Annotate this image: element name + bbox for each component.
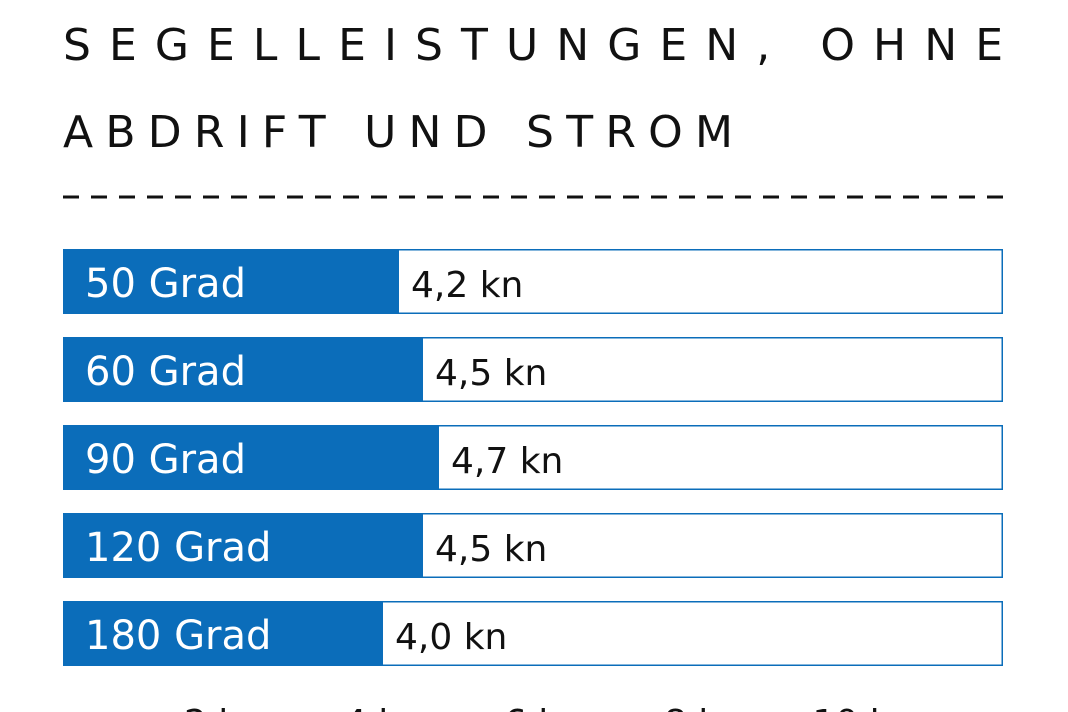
category-label: 50 Grad <box>85 261 246 307</box>
category-label: 120 Grad <box>85 525 271 571</box>
value-label: 4,5 kn <box>435 353 547 394</box>
value-label: 4,7 kn <box>451 441 563 482</box>
category-label: 60 Grad <box>85 349 246 395</box>
bar <box>63 249 399 314</box>
category-label: 180 Grad <box>85 613 271 659</box>
value-label: 4,5 kn <box>435 529 547 570</box>
value-label: 4,2 kn <box>411 265 523 306</box>
x-tick-label: 8 kn <box>664 703 742 712</box>
x-tick-label: 10 kn <box>813 703 914 712</box>
bar <box>63 425 439 490</box>
x-tick-label: 4 kn <box>344 703 422 712</box>
x-tick-label: 2 kn <box>184 703 262 712</box>
category-label: 90 Grad <box>85 437 246 483</box>
chart-title: ABDRIFT UND STROM <box>63 107 733 158</box>
bar <box>63 513 423 578</box>
chart-title: SEGELLEISTUNGEN, OHNE <box>63 20 1003 71</box>
x-tick-label: 6 kn <box>504 703 582 712</box>
value-label: 4,0 kn <box>395 617 507 658</box>
bar <box>63 601 383 666</box>
bar <box>63 337 423 402</box>
